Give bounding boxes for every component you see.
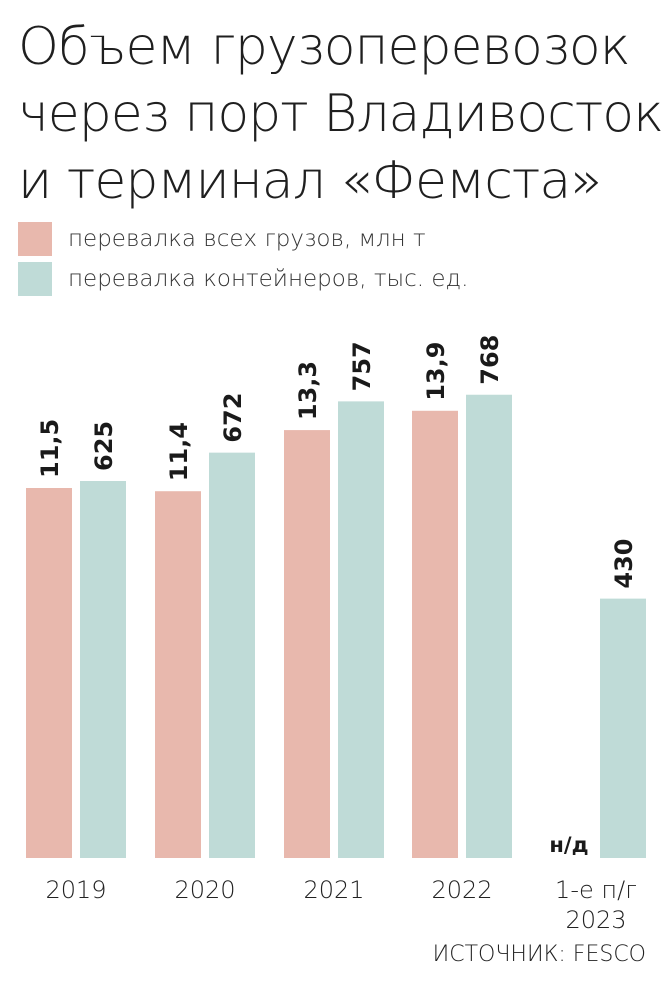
title-line-2: через порт Владивосток <box>18 84 664 144</box>
chart-title: Объем грузоперевозок через порт Владивос… <box>18 14 668 215</box>
source-note: ИСТОЧНИК: FESCO <box>432 942 646 967</box>
x-tick-label: 2022 <box>431 876 492 904</box>
legend-label-cargo: перевалка всех грузов, млн т <box>68 226 426 252</box>
bar <box>412 410 458 858</box>
legend-swatch-cargo <box>18 222 52 256</box>
bar <box>338 401 384 858</box>
legend-swatch-containers <box>18 262 52 296</box>
bar <box>466 394 512 858</box>
x-tick-label: 2021 <box>303 876 364 904</box>
legend-item-containers: перевалка контейнеров, тыс. ед. <box>18 262 658 302</box>
bar <box>600 598 646 858</box>
data-label: н/д <box>549 833 588 857</box>
bar <box>209 452 255 858</box>
bar <box>155 491 201 858</box>
data-label: 11,5 <box>36 419 64 478</box>
title-line-1: Объем грузоперевозок <box>18 17 631 77</box>
data-label: 672 <box>219 393 247 443</box>
data-label: 13,3 <box>294 361 322 420</box>
data-label: 11,4 <box>165 422 193 481</box>
x-tick-label: 1-е п/г <box>555 876 637 904</box>
data-label: 13,9 <box>422 342 450 401</box>
legend-label-containers: перевалка контейнеров, тыс. ед. <box>68 266 469 292</box>
title-line-3: и терминал «Фемста» <box>18 151 602 211</box>
bar <box>26 488 72 858</box>
bar <box>284 430 330 858</box>
data-label: 430 <box>610 539 638 589</box>
data-label: 757 <box>348 341 376 391</box>
data-label: 625 <box>90 421 118 471</box>
x-tick-label: 2019 <box>45 876 106 904</box>
x-tick-label: 2020 <box>174 876 235 904</box>
x-tick-label: 2023 <box>565 906 626 934</box>
data-label: 768 <box>476 335 504 385</box>
legend-item-cargo: перевалка всех грузов, млн т <box>18 222 658 262</box>
bar <box>80 481 126 858</box>
